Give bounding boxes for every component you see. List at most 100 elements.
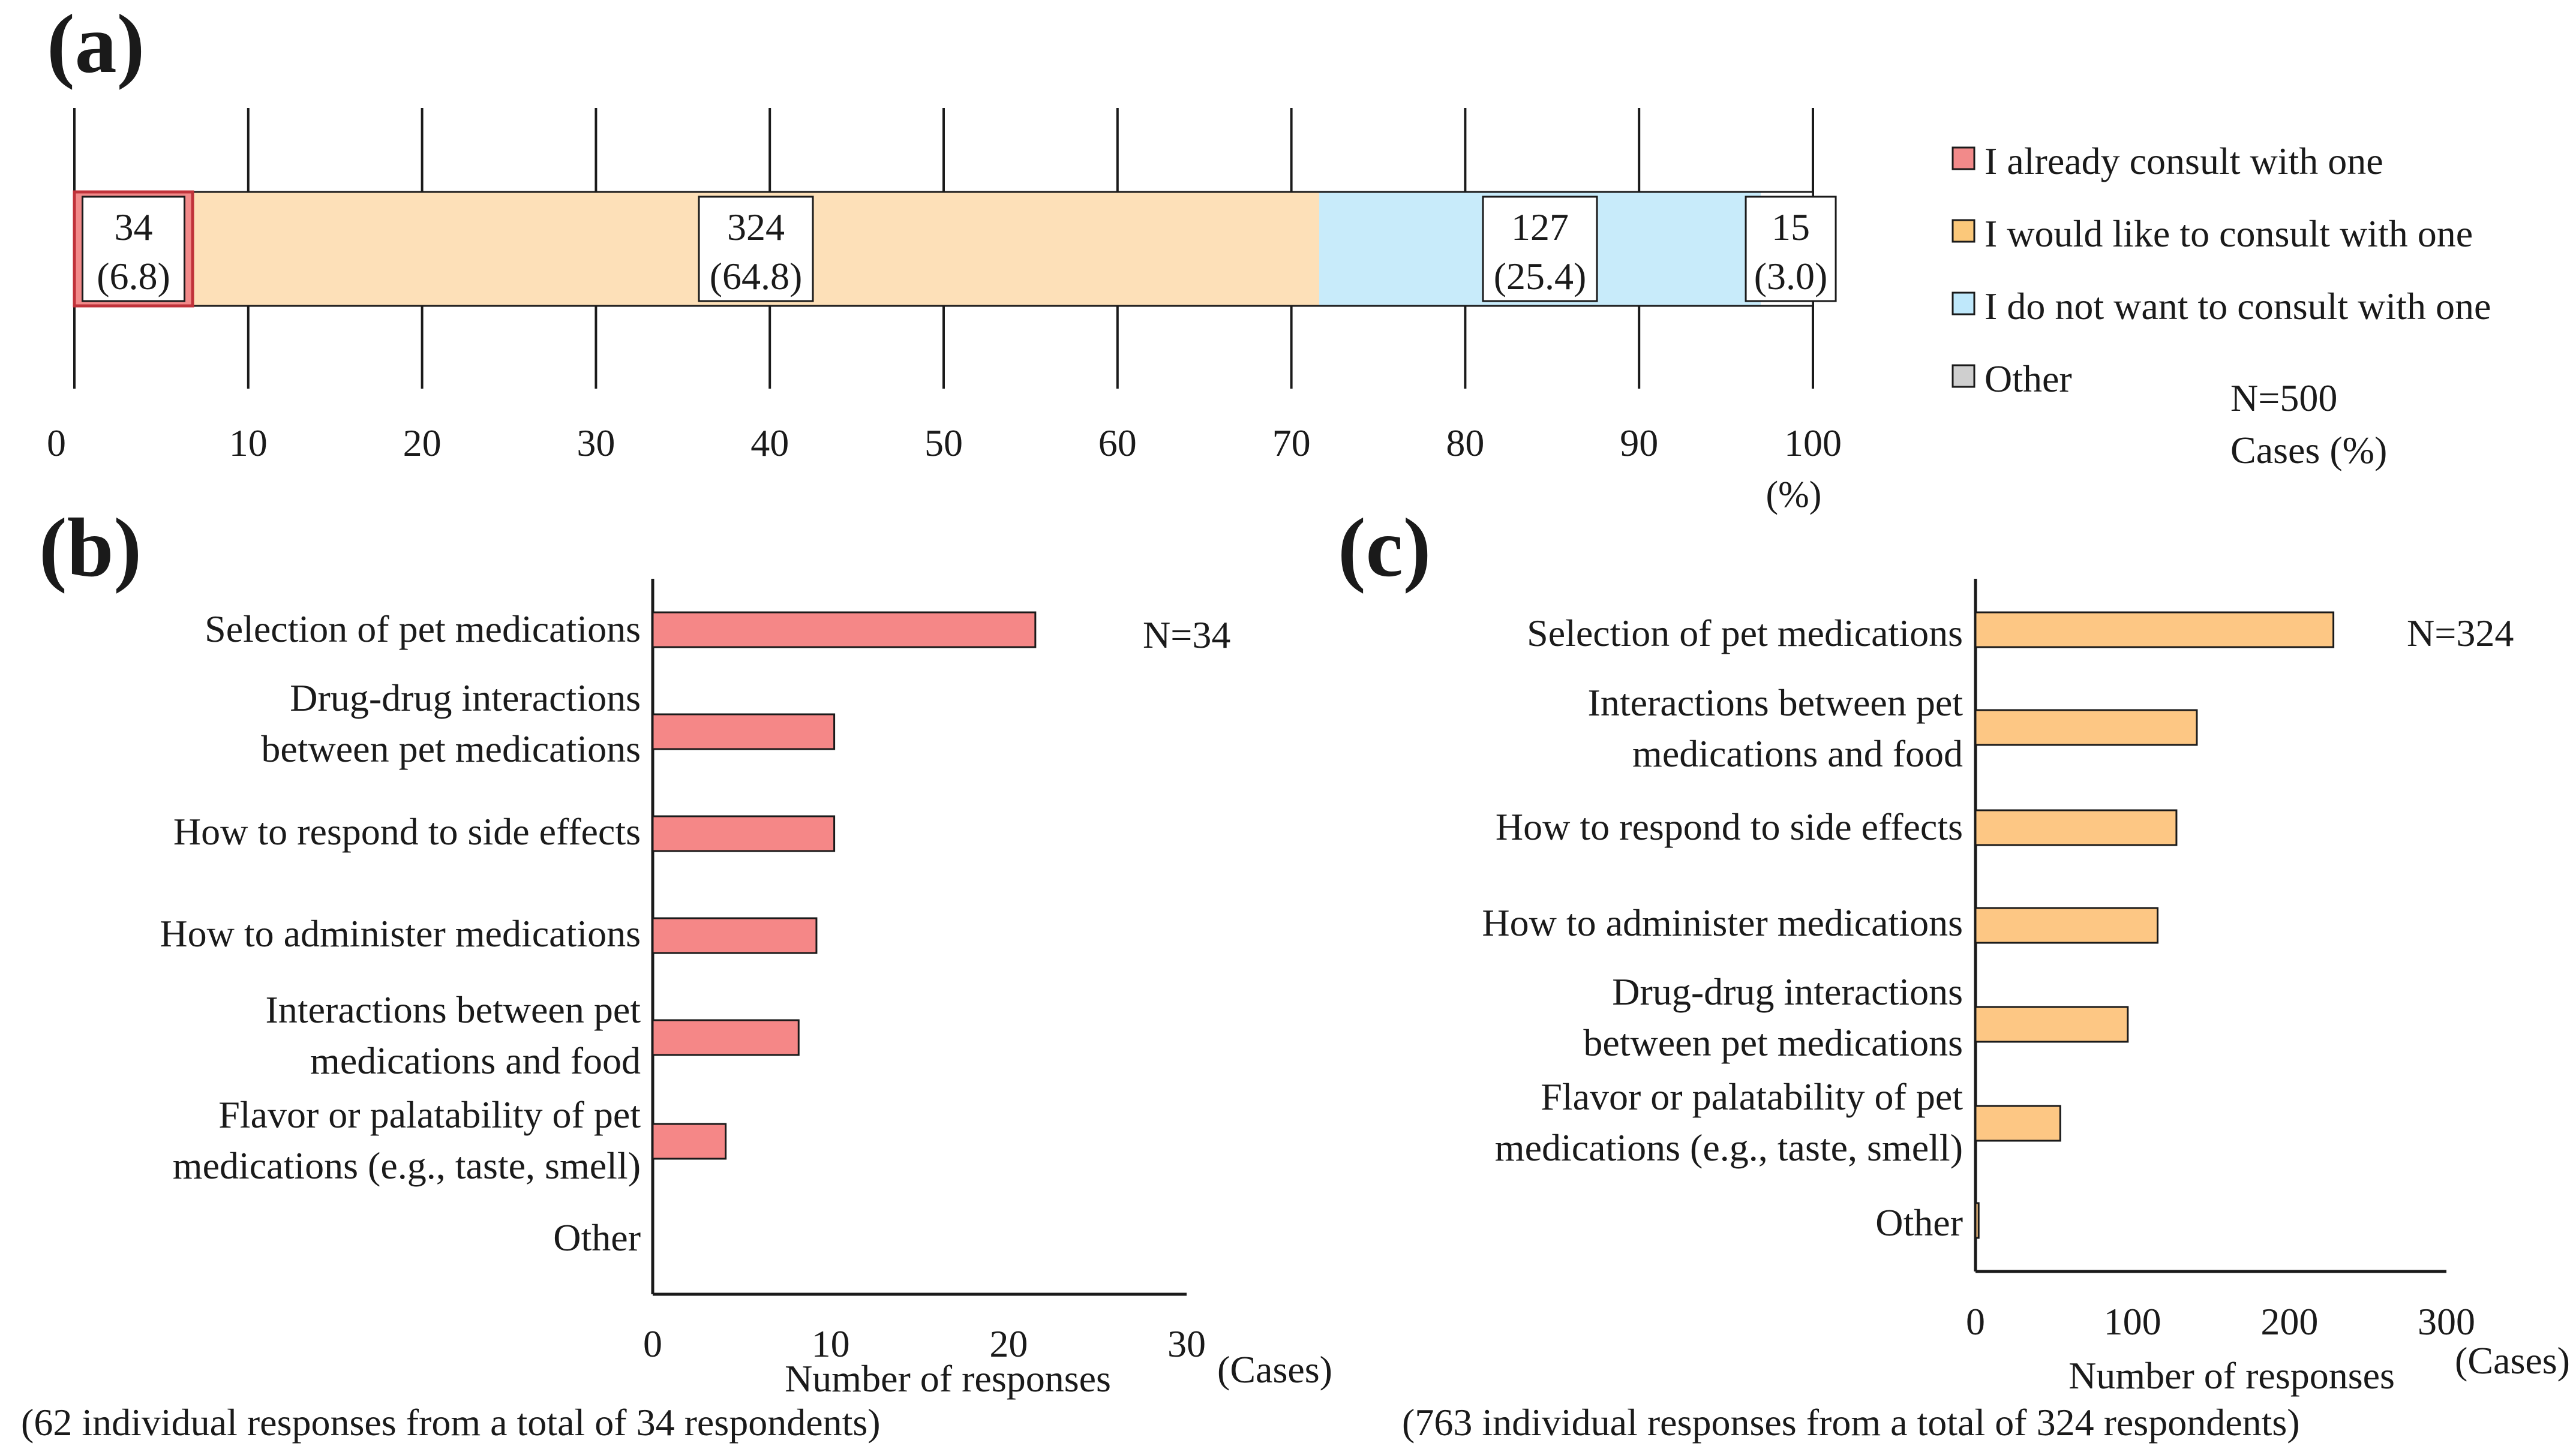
legend-label-3: I do not want to consult with one [1984, 285, 2491, 327]
legend-swatch-3 [1951, 291, 1975, 315]
bar-3 [651, 815, 836, 852]
cases-label-a: Cases (%) [2230, 429, 2387, 471]
category-label-5-2: between pet medications [1583, 1021, 1963, 1064]
panel-label-b: (b) [39, 501, 142, 594]
x-unit-label-a: (%) [1766, 474, 1822, 515]
panel-label-a: (a) [47, 0, 145, 91]
x-tick-a-5: 50 [924, 422, 963, 464]
x-tick-a-6: 60 [1098, 422, 1137, 464]
segment-labels-a: 34 (6.8) 324 (64.8) 127 (25.4) 15 (3.0) [82, 196, 1837, 302]
legend-label-2: I would like to consult with one [1984, 212, 2473, 255]
category-label-2-2: medications and food [1632, 732, 1963, 775]
category-label-1-1: Selection of pet medications [1527, 612, 1963, 654]
bar-chart-b: Selection of pet medications Drug-drug in… [21, 579, 1332, 1444]
bar-5 [651, 1019, 800, 1056]
bar-1 [1974, 611, 2335, 648]
bar-1 [651, 611, 1037, 648]
segment-percent-4: (3.0) [1754, 255, 1828, 297]
x-tick-1: 10 [812, 1322, 850, 1365]
x-tick-a-9: 90 [1620, 422, 1658, 464]
category-label-6-1: Flavor or palatability of pet [218, 1093, 641, 1136]
x-tick-a-4: 40 [750, 422, 789, 464]
x-tick-2: 200 [2260, 1300, 2318, 1343]
x-tick-a-3: 30 [577, 422, 615, 464]
segment-label-box-4 [1745, 196, 1837, 302]
legend-label-4: Other [1984, 357, 2072, 400]
category-label-4-1: How to administer medications [1482, 901, 1963, 944]
category-label-6-2: medications (e.g., taste, smell) [1495, 1126, 1963, 1169]
segment-count-1: 34 [115, 206, 153, 248]
segment-percent-3: (25.4) [1494, 255, 1587, 297]
footnote-b: (62 individual responses from a total of… [21, 1401, 881, 1444]
x-tick-0: 0 [1966, 1300, 1985, 1343]
n-label-b: N=34 [1143, 614, 1230, 656]
segment-percent-1: (6.8) [97, 255, 170, 297]
x-tick-a-10: 100 [1784, 422, 1842, 464]
n-label-a: N=500 [2230, 377, 2337, 419]
category-label-5-1: Interactions between pet [266, 988, 641, 1031]
bar-5 [1974, 1006, 2129, 1043]
bar-4 [651, 917, 818, 954]
category-label-3-1: How to respond to side effects [173, 810, 641, 853]
bar-7 [1974, 1202, 1980, 1239]
segment-count-4: 15 [1772, 206, 1810, 248]
category-label-5-1: Drug-drug interactions [1612, 970, 1963, 1013]
x-tick-labels-c: 0 100 200 300 [1966, 1300, 2475, 1343]
footnote-c: (763 individual responses from a total o… [1402, 1401, 2300, 1444]
x-unit-label-b: (Cases) [1217, 1348, 1332, 1391]
bar-chart-c: Selection of pet medications Interactions… [1402, 579, 2570, 1444]
x-axis-title-b: Number of responses [785, 1357, 1111, 1400]
n-label-c: N=324 [2407, 612, 2514, 654]
bar-3 [1974, 809, 2178, 846]
category-label-3-1: How to respond to side effects [1496, 805, 1963, 848]
x-tick-1: 100 [2104, 1300, 2161, 1343]
x-tick-a-1: 10 [229, 422, 268, 464]
bar-segment-1-outline [73, 190, 194, 308]
x-tick-a-8: 80 [1446, 422, 1484, 464]
x-tick-a-0: 0 [47, 422, 66, 464]
segment-label-box-3 [1482, 196, 1598, 302]
x-tick-labels-a: 0 10 20 30 40 50 60 70 80 90 100 [47, 422, 1842, 464]
bar-6 [651, 1123, 727, 1160]
x-tick-a-7: 70 [1272, 422, 1311, 464]
segment-count-2: 324 [727, 206, 785, 248]
category-label-2-2: between pet medications [261, 728, 641, 770]
category-label-7-1: Other [1875, 1201, 1963, 1244]
category-label-5-2: medications and food [310, 1039, 641, 1082]
bar-2 [651, 713, 836, 750]
x-unit-label-c: (Cases) [2455, 1339, 2570, 1382]
legend-swatch-2 [1951, 219, 1975, 243]
legend-a: I already consult with one I would like t… [1951, 140, 2491, 400]
segment-count-3: 127 [1511, 206, 1569, 248]
x-tick-a-2: 20 [403, 422, 442, 464]
x-tick-0: 0 [643, 1322, 662, 1365]
legend-swatch-1 [1951, 146, 1975, 170]
x-tick-3: 300 [2418, 1300, 2475, 1343]
segment-percent-2: (64.8) [710, 255, 803, 297]
bars-c [1974, 611, 2335, 1239]
bar-6 [1974, 1105, 2061, 1142]
category-labels-b: Selection of pet medications Drug-drug in… [160, 608, 641, 1259]
legend-label-1: I already consult with one [1984, 140, 2383, 182]
bar-2 [1974, 709, 2198, 746]
x-tick-3: 30 [1167, 1322, 1206, 1365]
x-tick-labels-b: 0 10 20 30 [643, 1322, 1206, 1365]
category-labels-c: Selection of pet medications Interactions… [1482, 612, 1963, 1244]
panel-label-c: (c) [1338, 501, 1431, 594]
category-label-2-1: Drug-drug interactions [290, 677, 641, 719]
category-label-6-2: medications (e.g., taste, smell) [173, 1144, 641, 1187]
x-axis-title-c: Number of responses [2068, 1354, 2395, 1397]
segment-label-box-2 [698, 196, 814, 302]
category-label-1-1: Selection of pet medications [205, 608, 641, 650]
bars-b [651, 611, 1037, 1160]
x-tick-2: 20 [989, 1322, 1028, 1365]
category-label-6-1: Flavor or palatability of pet [1541, 1075, 1963, 1118]
legend-swatch-4 [1951, 364, 1975, 388]
category-label-7-1: Other [553, 1216, 641, 1259]
bar-4 [1974, 907, 2159, 944]
category-label-4-1: How to administer medications [160, 912, 641, 955]
category-label-2-1: Interactions between pet [1588, 681, 1963, 724]
segment-label-box-1 [82, 196, 186, 302]
stacked-bar-chart-a: 34 (6.8) 324 (64.8) 127 (25.4) 15 (3.0) 0 10 20 30… [47, 108, 2491, 515]
